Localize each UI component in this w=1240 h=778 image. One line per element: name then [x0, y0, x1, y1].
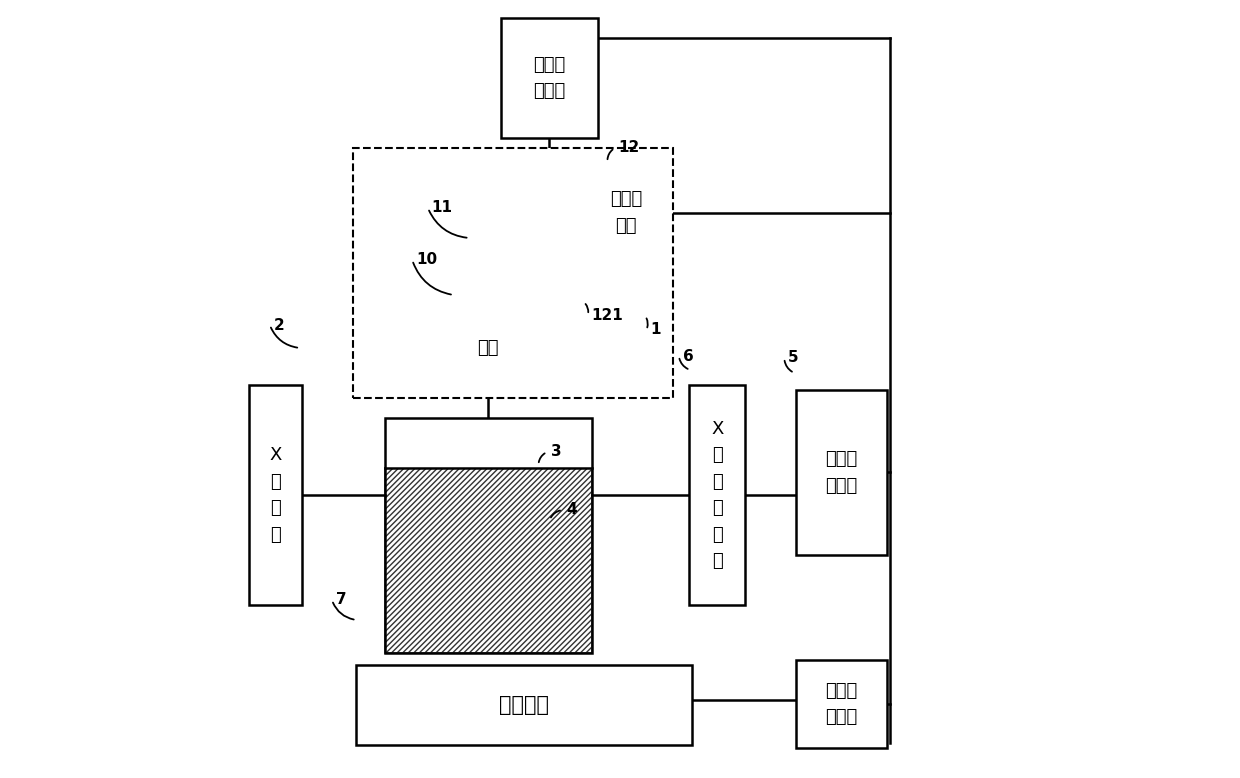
Bar — [353, 148, 673, 398]
Bar — [384, 418, 591, 653]
Bar — [583, 155, 670, 270]
Text: 5: 5 — [789, 351, 799, 366]
Bar — [384, 468, 591, 653]
FancyArrowPatch shape — [585, 304, 588, 312]
Bar — [248, 385, 301, 605]
Text: X
射
线
源: X 射 线 源 — [269, 447, 281, 544]
Text: 动力提
供装置: 动力提 供装置 — [533, 56, 565, 100]
Text: 3: 3 — [551, 444, 562, 460]
Bar — [796, 660, 887, 748]
FancyArrowPatch shape — [646, 318, 647, 328]
FancyArrowPatch shape — [270, 328, 298, 348]
FancyArrowPatch shape — [413, 263, 451, 295]
Text: 压头: 压头 — [477, 338, 498, 356]
Bar — [384, 310, 591, 385]
Text: 2: 2 — [274, 317, 284, 332]
Text: 转动平台: 转动平台 — [500, 695, 549, 715]
Text: 1: 1 — [650, 323, 661, 338]
Text: 4: 4 — [567, 503, 578, 517]
Bar — [501, 18, 598, 138]
FancyArrowPatch shape — [551, 510, 560, 517]
Text: 位移传
感器: 位移传 感器 — [610, 191, 642, 235]
Text: 121: 121 — [591, 307, 624, 323]
Text: 动力提
供装置: 动力提 供装置 — [825, 682, 857, 726]
FancyArrowPatch shape — [538, 454, 544, 462]
Text: X
射
线
探
测
器: X 射 线 探 测 器 — [711, 420, 723, 570]
FancyArrowPatch shape — [429, 211, 466, 238]
FancyArrowPatch shape — [785, 361, 792, 372]
Text: 12: 12 — [619, 141, 640, 156]
FancyArrowPatch shape — [608, 149, 613, 159]
Bar — [384, 418, 591, 468]
Bar — [796, 390, 887, 555]
FancyArrowPatch shape — [680, 359, 688, 369]
Bar — [689, 385, 745, 605]
Bar — [384, 418, 591, 468]
Text: 11: 11 — [432, 201, 453, 216]
Text: 7: 7 — [336, 593, 346, 608]
Bar — [356, 665, 692, 745]
FancyArrowPatch shape — [332, 603, 353, 619]
Text: 10: 10 — [417, 253, 438, 268]
Text: 数据处
理单元: 数据处 理单元 — [825, 450, 857, 495]
Text: 6: 6 — [683, 349, 693, 363]
